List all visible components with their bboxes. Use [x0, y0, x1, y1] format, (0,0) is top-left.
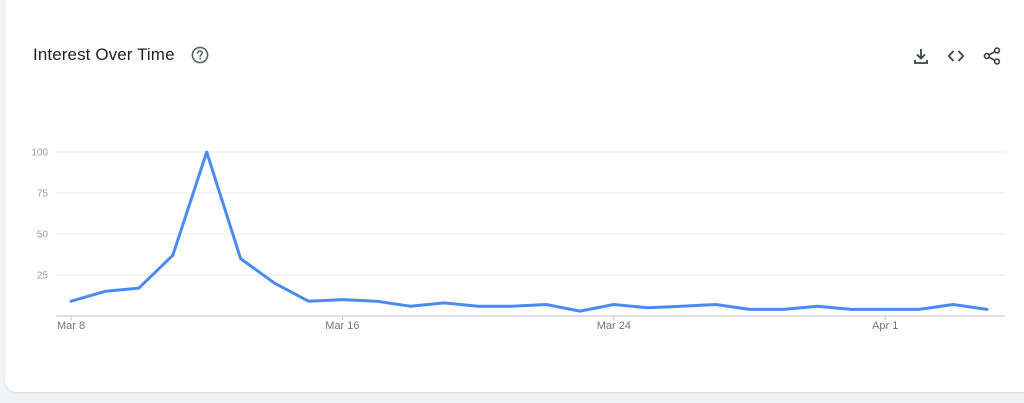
chart-title: Interest Over Time [33, 45, 175, 64]
share-icon[interactable] [982, 46, 1002, 66]
x-tick-label: Mar 24 [597, 320, 631, 332]
data-point[interactable] [204, 149, 210, 155]
data-point[interactable] [882, 306, 888, 312]
help-circle-icon[interactable] [191, 46, 209, 64]
data-point[interactable] [238, 256, 244, 262]
data-point[interactable] [645, 305, 651, 311]
data-point[interactable] [950, 302, 956, 308]
data-point[interactable] [102, 288, 108, 294]
data-point[interactable] [407, 303, 413, 309]
x-tick-labels: Mar 8 Mar 16 Mar 24 Apr 1 [57, 316, 898, 332]
y-tick-label: 75 [37, 189, 49, 200]
data-point[interactable] [272, 280, 278, 286]
data-point[interactable] [509, 303, 515, 309]
data-point[interactable] [747, 306, 753, 312]
code-icon[interactable] [946, 46, 966, 66]
data-point[interactable] [170, 252, 176, 258]
y-tick-labels: 25 50 75 100 [31, 148, 48, 282]
data-point[interactable] [373, 298, 379, 304]
data-point[interactable] [68, 298, 74, 304]
data-point[interactable] [543, 302, 549, 308]
chart-card [5, 0, 1024, 392]
y-tick-label: 100 [31, 148, 48, 159]
data-point[interactable] [679, 303, 685, 309]
data-point[interactable] [916, 306, 922, 312]
series-line-0 [69, 150, 989, 313]
data-point[interactable] [339, 297, 345, 303]
download-icon[interactable] [911, 46, 931, 66]
data-point[interactable] [136, 285, 142, 291]
data-point[interactable] [475, 303, 481, 309]
data-point[interactable] [780, 306, 786, 312]
data-point[interactable] [611, 302, 617, 308]
data-point[interactable] [577, 308, 583, 314]
data-point[interactable] [848, 306, 854, 312]
grid-layer [56, 151, 1005, 317]
y-tick-label: 25 [37, 271, 49, 282]
data-point[interactable] [441, 300, 447, 306]
x-tick-label: Mar 8 [57, 320, 85, 332]
x-tick-label: Apr 1 [872, 320, 898, 332]
series-layer [68, 149, 990, 314]
x-tick-label: Mar 16 [325, 320, 359, 332]
y-tick-label: 50 [37, 230, 49, 241]
data-point[interactable] [305, 298, 311, 304]
data-point[interactable] [984, 306, 990, 312]
data-point[interactable] [713, 302, 719, 308]
data-point[interactable] [814, 303, 820, 309]
